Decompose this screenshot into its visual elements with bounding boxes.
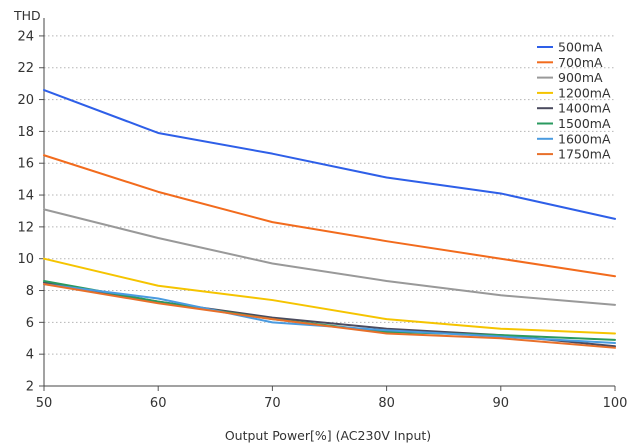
y-tick-label: 2 [26, 380, 34, 395]
series-line-500mA [43, 89, 616, 220]
y-tick-label: 24 [17, 29, 34, 44]
x-tick-label: 50 [36, 396, 53, 411]
x-tick-labels: 50 60 70 80 90 100 [36, 396, 628, 411]
y-tick-label: 16 [17, 157, 34, 172]
legend-label: 1400mA [558, 101, 611, 116]
y-tick-label: 10 [17, 252, 34, 267]
legend-label: 1600mA [558, 131, 611, 146]
x-axis-title: Output Power[%] (AC230V Input) [225, 428, 431, 443]
x-tick-label: 90 [493, 396, 510, 411]
legend-label: 1200mA [558, 85, 611, 100]
y-tick-label: 8 [26, 284, 34, 299]
series-line-900mA [43, 208, 616, 306]
x-tick-label: 80 [378, 396, 395, 411]
legend-label: 900mA [558, 70, 603, 85]
legend-label: 500mA [558, 40, 603, 55]
axes [39, 18, 616, 391]
y-tick-label: 20 [17, 93, 34, 108]
y-tick-label: 6 [26, 316, 34, 331]
y-axis-title: THD [13, 8, 41, 23]
series-lines [43, 89, 616, 349]
x-tick-label: 60 [150, 396, 167, 411]
legend-label: 700mA [558, 55, 603, 70]
y-tick-label: 18 [17, 125, 34, 140]
y-tick-label: 12 [17, 220, 34, 235]
y-tick-label: 22 [17, 61, 34, 76]
grid-lines [44, 35, 615, 355]
legend-label: 1750mA [558, 147, 611, 162]
y-tick-label: 14 [17, 189, 34, 204]
series-line-700mA [43, 154, 616, 278]
x-tick-label: 100 [603, 396, 628, 411]
series-line-1200mA [43, 257, 616, 335]
y-tick-label: 4 [26, 348, 34, 363]
x-tick-label: 70 [264, 396, 281, 411]
series-line-1750mA [43, 283, 616, 349]
series-line-1600mA [43, 283, 616, 345]
legend: 500mA700mA900mA1200mA1400mA1500mA1600mA1… [537, 40, 611, 162]
legend-label: 1500mA [558, 116, 611, 131]
